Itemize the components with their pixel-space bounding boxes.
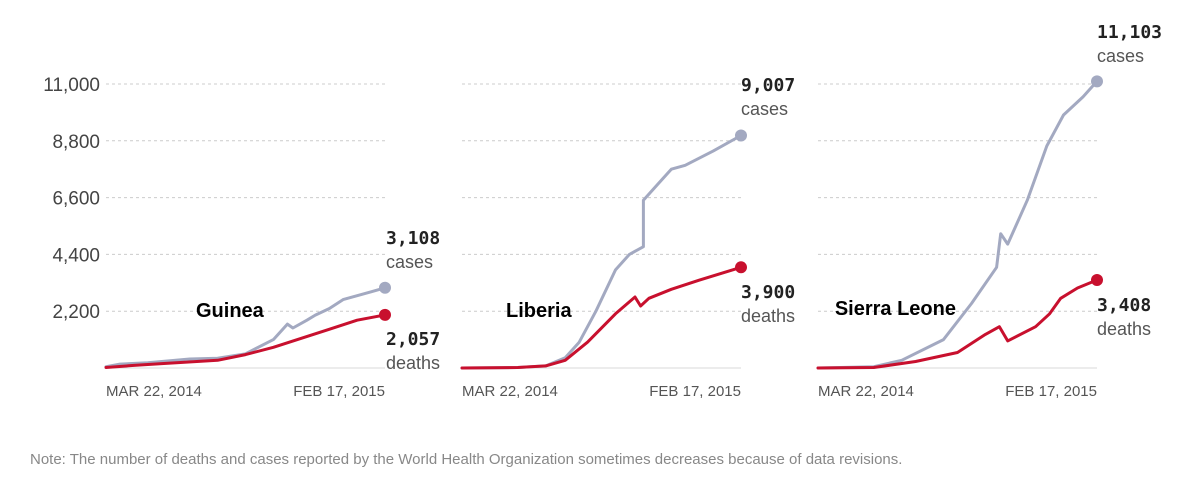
end-value-cases: 9,007: [741, 75, 795, 96]
end-value-cases: 11,103: [1097, 22, 1162, 43]
end-point-deaths: [1091, 274, 1103, 287]
chart-note: Note: The number of deaths and cases rep…: [30, 451, 903, 468]
x-tick-label-end: FEB 17, 2015: [649, 383, 741, 400]
end-unit-cases: cases: [386, 252, 433, 272]
y-tick-label: 2,200: [52, 302, 100, 323]
series-line-deaths: [104, 313, 387, 369]
end-value-deaths: 3,408: [1097, 295, 1151, 316]
x-tick-label-start: MAR 22, 2014: [818, 383, 914, 400]
end-unit-cases: cases: [1097, 46, 1144, 66]
series-line-cases: [104, 286, 387, 369]
panel-title: Liberia: [506, 300, 572, 322]
series-line-cases: [816, 79, 1099, 370]
end-point-deaths: [379, 308, 391, 321]
end-unit-deaths: deaths: [386, 353, 440, 373]
end-point-cases: [1091, 75, 1103, 88]
end-unit-deaths: deaths: [1097, 319, 1151, 339]
panel-title: Guinea: [196, 300, 265, 322]
y-tick-label: 11,000: [43, 75, 100, 96]
y-tick-label: 4,400: [52, 245, 100, 266]
end-point-cases: [379, 281, 391, 294]
series-line-deaths: [460, 265, 743, 370]
series-line-deaths: [816, 278, 1099, 370]
end-unit-deaths: deaths: [741, 306, 795, 326]
series-line-cases: [460, 134, 743, 370]
end-value-deaths: 3,900: [741, 282, 795, 303]
x-tick-label-start: MAR 22, 2014: [462, 383, 558, 400]
x-tick-label-end: FEB 17, 2015: [293, 383, 385, 400]
x-tick-label-end: FEB 17, 2015: [1005, 383, 1097, 400]
end-point-cases: [735, 129, 747, 142]
end-point-deaths: [735, 261, 747, 274]
y-tick-label: 8,800: [52, 132, 100, 153]
end-unit-cases: cases: [741, 99, 788, 119]
y-tick-label: 6,600: [52, 189, 100, 210]
x-tick-label-start: MAR 22, 2014: [106, 383, 202, 400]
end-value-cases: 3,108: [386, 228, 440, 249]
panel-title: Sierra Leone: [835, 298, 956, 320]
end-value-deaths: 2,057: [386, 329, 440, 350]
